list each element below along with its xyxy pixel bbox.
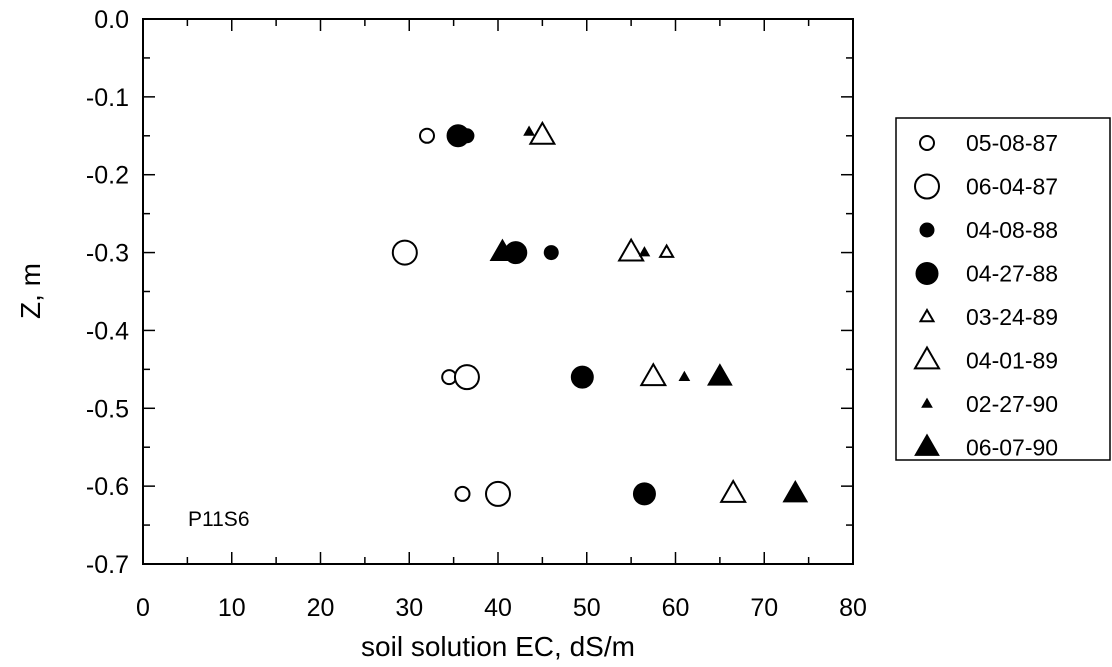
x-tick-label: 50 [573,594,601,622]
legend-label: 03-24-89 [966,304,1058,330]
data-point-05-08-87 [419,127,435,144]
legend-label: 05-08-87 [966,130,1058,156]
legend-label: 04-08-88 [966,217,1058,243]
y-tick-label: 0.0 [94,6,129,34]
y-tick-label: -0.5 [86,395,129,423]
legend-marker [914,173,940,200]
legend-frame [895,117,1111,461]
x-tick-label: 70 [750,594,778,622]
y-tick-label: -0.2 [86,162,129,190]
data-point-03-24-89 [658,243,675,258]
legend-label: 06-07-90 [966,435,1058,461]
legend-marker [919,135,935,151]
data-point-04-01-89 [639,362,668,387]
tick-labels: 0 10 20 30 40 50 60 70 80 0.0 -0.1 -0.2 -0.3 -0.4 -0.5… [86,6,867,622]
legend-marker [914,433,940,456]
data-point-06-04-87 [453,364,480,391]
data-point-02-27-90 [523,125,535,136]
y-tick-label: -0.1 [86,84,129,112]
data-point-04-27-88 [632,482,656,506]
data-points [391,120,809,507]
x-tick-label: 60 [662,594,690,622]
data-point-06-07-90 [707,363,733,386]
legend-marker [915,262,939,285]
y-tick-label: -0.3 [86,240,129,268]
y-tick-label: -0.6 [86,473,129,501]
data-point-04-27-88 [570,365,594,389]
legend-label: 04-01-89 [966,348,1058,374]
x-tick-label: 10 [218,594,246,622]
legend-marker [913,345,941,370]
data-point-06-04-87 [485,480,511,507]
legend-label: 04-27-88 [966,261,1058,287]
legend-marker [918,307,936,323]
legend-marker [921,397,933,408]
y-axis-title: Z, m [15,263,46,319]
data-point-06-04-87 [391,239,418,266]
data-point-04-08-88 [543,245,559,261]
data-point-06-07-90 [782,479,809,503]
y-tick-label: -0.4 [86,317,129,345]
data-point-04-27-88 [446,124,470,148]
legend-label: 02-27-90 [966,391,1058,417]
legend: 05-08-87 06-04-87 04-08-88 04-27-88 03-24-89… [895,117,1111,461]
data-point-02-27-90 [678,370,691,381]
x-axis-title: soil solution EC, dS/m [361,631,635,662]
x-tick-label: 80 [839,594,867,622]
plot-annotation: P11S6 [188,508,250,531]
x-tick-label: 20 [307,594,335,622]
data-point-04-01-89 [719,478,747,503]
data-point-04-01-89 [617,237,645,262]
x-tick-label: 0 [136,594,150,622]
x-tick-label: 40 [484,594,512,622]
x-tick-label: 30 [395,594,423,622]
data-point-06-07-90 [489,238,516,262]
y-tick-label: -0.7 [86,551,129,579]
data-point-04-01-89 [528,120,557,145]
legend-label: 06-04-87 [966,174,1058,200]
data-point-02-27-90 [638,246,651,257]
data-point-05-08-87 [454,485,471,502]
legend-marker [919,222,935,238]
axis-ticks [142,18,854,565]
